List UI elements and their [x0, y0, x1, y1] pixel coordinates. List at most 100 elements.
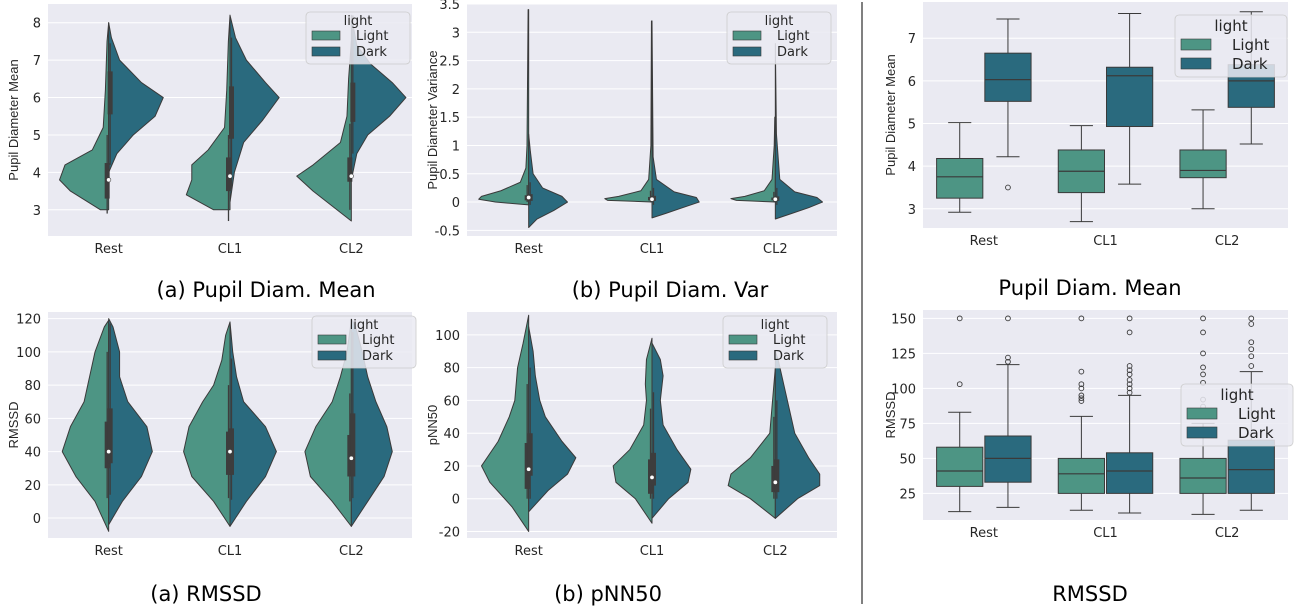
legend-item-light: Light [777, 29, 809, 44]
x-tick-label: CL1 [1093, 526, 1118, 541]
legend-item-dark: Dark [356, 45, 387, 60]
violin-median [227, 173, 233, 179]
y-tick-label: 100 [891, 382, 916, 397]
x-tick-label: CL2 [1215, 526, 1240, 541]
legend-swatch-light [317, 334, 347, 345]
box-outlier [1200, 350, 1206, 357]
violin-light [183, 321, 231, 527]
y-tick-label: 50 [899, 452, 916, 467]
y-tick-label: 3.5 [439, 0, 460, 13]
x-tick-label: Rest [515, 544, 543, 559]
x-tick-label: CL1 [218, 242, 243, 257]
box-light [1179, 457, 1227, 494]
box-outlier [1248, 339, 1255, 346]
legend-title: light [765, 14, 794, 29]
legend-swatch-dark [311, 46, 341, 57]
y-tick-label: 0.5 [439, 168, 460, 183]
box-outlier [1200, 329, 1206, 336]
box-dark [1106, 66, 1154, 128]
box-dark [984, 435, 1032, 483]
box-outlier [1248, 346, 1255, 353]
violin-median [649, 474, 655, 480]
box-outlier [1248, 315, 1255, 322]
y-tick-label: 1 [452, 139, 460, 154]
violin-light [185, 14, 231, 211]
legend-item-dark: Dark [1238, 424, 1274, 442]
y-tick-label: 6 [908, 75, 916, 90]
x-tick-label: Rest [95, 242, 123, 257]
violin-dark [229, 14, 280, 203]
x-tick-label: Rest [95, 544, 123, 559]
y-tick-label: 80 [24, 379, 41, 394]
y-tick-label: -20 [439, 525, 460, 540]
y-tick-label: 20 [24, 479, 41, 494]
y-axis-label: Pupil Diameter Variance [425, 50, 440, 189]
y-tick-label: 40 [443, 427, 460, 442]
box-outlier [1200, 371, 1206, 378]
box-light [1057, 457, 1106, 494]
violin-light [478, 9, 530, 206]
y-axis-label: pNN50 [425, 405, 440, 445]
chart-v1: 3 4 5 6 7 8 Rest CL1 CL2 Pupil Diameter Mean (a) P… [6, 4, 412, 302]
y-tick-label: 100 [16, 346, 41, 361]
legend-item-light: Light [356, 29, 388, 44]
box-outlier [1126, 385, 1133, 392]
x-tick-label: CL1 [1093, 234, 1118, 249]
y-tick-label: 75 [899, 417, 916, 432]
violin-median [106, 449, 112, 455]
chart-caption: (b) Pupil Diam. Var [572, 278, 769, 302]
y-axis-label: RMSSD [6, 402, 21, 449]
box-outlier [1248, 363, 1255, 369]
box-outlier [1126, 377, 1133, 383]
x-tick-label: CL1 [218, 544, 243, 559]
y-axis-label: Pupil Diameter Mean [883, 54, 898, 175]
box-outlier [1078, 385, 1085, 392]
y-tick-label: 2.5 [439, 55, 460, 70]
violin-light [59, 22, 110, 211]
legend-swatch-light [732, 30, 762, 41]
y-tick-label: 1.5 [439, 111, 460, 126]
legend-swatch-light [311, 30, 341, 41]
box-outlier [1200, 315, 1206, 322]
violin-dark [774, 43, 824, 220]
legend-item-light: Light [773, 333, 805, 348]
y-tick-label: -0.5 [435, 224, 460, 239]
y-tick-label: 3 [908, 203, 916, 218]
legend-swatch-dark [317, 350, 347, 361]
y-tick-label: 150 [891, 312, 916, 327]
box-light [936, 157, 984, 199]
chart-b1: 3 4 5 6 7 Rest CL1 CL2 Pupil Diameter Mean Pupil … [883, 2, 1288, 300]
box-light [936, 446, 984, 487]
legend-item-dark: Dark [362, 349, 393, 364]
y-tick-label: 6 [33, 92, 41, 107]
x-tick-label: CL2 [763, 544, 788, 559]
chart-caption: (a) Pupil Diam. Mean [156, 278, 375, 302]
x-tick-label: CL1 [640, 544, 665, 559]
violin-median [106, 177, 112, 183]
box-outlier [956, 315, 963, 322]
box-outlier [1078, 395, 1085, 402]
legend-title: light [350, 318, 379, 333]
legend-swatch-light [1180, 38, 1212, 51]
legend-item-light: Light [1232, 36, 1270, 54]
box-outlier [1078, 381, 1085, 388]
x-tick-label: CL2 [339, 242, 364, 257]
y-tick-label: 3 [452, 26, 460, 41]
box-outlier [1126, 315, 1133, 322]
box-outlier [1078, 392, 1085, 399]
y-tick-label: 7 [33, 54, 41, 69]
legend-swatch-light [1186, 407, 1218, 420]
box-dark [984, 52, 1032, 102]
legend-title: light [1220, 386, 1253, 404]
violin-dark [651, 342, 692, 519]
legend-swatch-dark [732, 46, 762, 57]
chart-caption: Pupil Diam. Mean [998, 276, 1181, 300]
legend-item-light: Light [1238, 405, 1276, 423]
box-dark [1106, 452, 1154, 494]
box-outlier [1078, 368, 1085, 375]
